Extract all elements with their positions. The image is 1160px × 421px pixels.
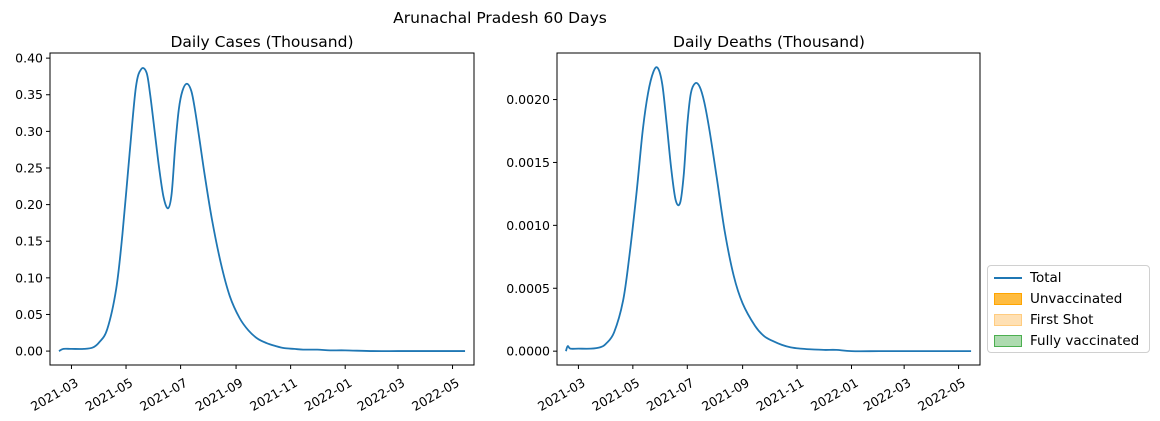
cases-series [58,67,466,353]
cases-y-tick-label: 0.25 [15,160,43,175]
cases-y-tick-label: 0.20 [15,197,43,212]
legend-label-total: Total [1030,270,1062,286]
cases-series-total-line [58,67,466,353]
deaths-x-tick-label: 2022-01 [808,375,861,414]
figure-suptitle: Arunachal Pradesh 60 Days [393,9,607,27]
cases-chart-title: Daily Cases (Thousand) [170,33,353,51]
deaths-y-tick-label: 0.0005 [506,281,550,296]
cases-x-tick-label: 2021-07 [137,375,190,414]
cases-x-tick-label: 2021-09 [193,375,246,414]
deaths-y-tick-label: 0.0015 [506,155,550,170]
deaths-y-tick-label: 0.0020 [506,92,550,107]
legend-label-unvaccinated: Unvaccinated [1030,291,1123,307]
deaths-series [565,66,972,353]
cases-x-tick-label: 2022-01 [302,375,355,414]
deaths-series-total-line [565,66,972,353]
cases-x-tick-label: 2022-03 [355,375,408,414]
legend-item-total: Total [994,269,1062,287]
legend-item-first-shot: First Shot [994,311,1093,329]
cases-y-tick-label: 0.00 [15,344,43,359]
legend-swatch-unvaccinated [994,293,1022,305]
legend-label-first-shot: First Shot [1030,312,1094,328]
legend-item-fully-vaccinated: Fully vaccinated [994,332,1139,350]
legend-item-unvaccinated: Unvaccinated [994,290,1122,308]
deaths-y-tick-label: 0.0000 [506,344,550,359]
deaths-y-axis: 0.0000 0.0005 0.0010 0.0015 0.0020 [506,92,557,359]
deaths-x-tick-label: 2021-07 [644,375,697,414]
cases-y-tick-label: 0.30 [15,124,43,139]
deaths-x-tick-label: 2021-05 [589,375,642,414]
deaths-x-tick-label: 2021-11 [754,375,807,414]
cases-y-tick-label: 0.35 [15,87,43,102]
cases-x-tick-label: 2021-11 [247,375,300,414]
legend-swatch-first-shot [994,314,1022,326]
cases-y-tick-label: 0.40 [15,51,43,66]
deaths-x-axis: 2021-03 2021-05 2021-07 2021-09 2021-11 2022-… [535,365,968,414]
deaths-y-tick-label: 0.0010 [506,218,550,233]
deaths-x-tick-label: 2021-03 [535,375,588,414]
legend-line-total [994,277,1022,279]
cases-y-tick-label: 0.10 [15,270,43,285]
deaths-x-tick-label: 2021-09 [699,375,752,414]
legend-label-fully-vaccinated: Fully vaccinated [1030,333,1140,349]
cases-x-tick-label: 2021-03 [28,375,81,414]
deaths-chart-title: Daily Deaths (Thousand) [673,33,865,51]
cases-y-axis: 0.00 0.05 0.10 0.15 0.20 0.25 0.30 0.35 0.40 [15,51,50,359]
chart-legend: Total Unvaccinated First Shot Fully vacc… [987,265,1150,353]
deaths-chart: Daily Deaths (Thousand) 0.00000.00050.00… [506,33,981,414]
cases-x-tick-label: 2022-05 [409,375,462,414]
cases-x-axis: 2021-03 2021-05 2021-07 2021-09 2021-11 2022-… [28,365,462,414]
cases-y-tick-label: 0.15 [15,234,43,249]
cases-plot-frame [49,52,475,366]
legend-swatch-fully-vaccinated [994,335,1022,347]
cases-chart: Daily Cases (Thousand) 0.000.050.100.150… [15,33,475,414]
deaths-x-tick-label: 2022-05 [915,375,968,414]
deaths-x-tick-label: 2022-03 [861,375,914,414]
cases-x-tick-label: 2021-05 [83,375,136,414]
cases-y-tick-label: 0.05 [15,307,43,322]
deaths-plot-frame [556,52,981,366]
